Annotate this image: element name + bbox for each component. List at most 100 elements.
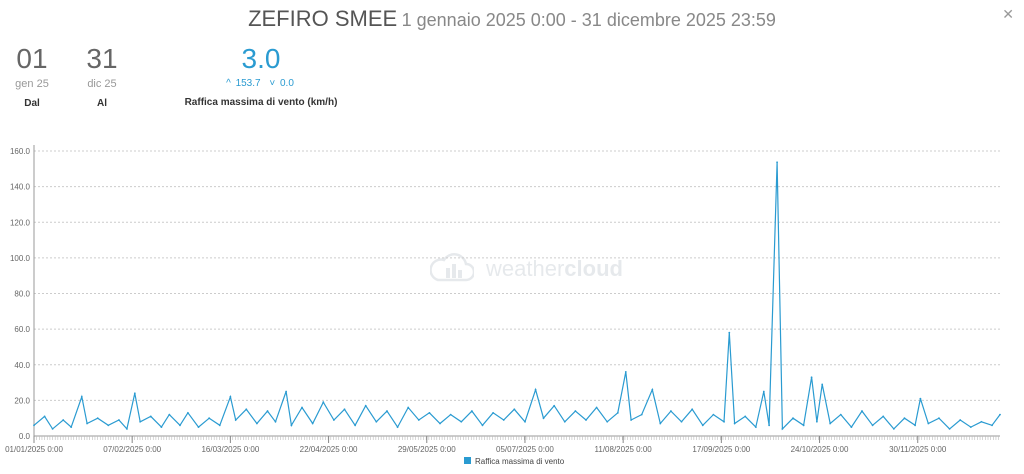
data-point xyxy=(407,406,410,409)
data-point xyxy=(96,417,99,420)
data-point xyxy=(691,408,694,411)
from-label: Dal xyxy=(24,98,40,109)
data-point xyxy=(133,392,136,395)
y-tick-label: 20.0 xyxy=(14,396,30,405)
watermark-logo: weathercloud xyxy=(430,246,623,290)
close-icon[interactable]: ✕ xyxy=(1002,6,1014,22)
data-point xyxy=(585,419,587,421)
data-point xyxy=(470,410,473,412)
data-point xyxy=(861,410,863,412)
data-point xyxy=(460,420,463,423)
y-tick-label: 140.0 xyxy=(10,183,31,192)
x-tick-label: 30/11/2025 0:00 xyxy=(889,445,947,454)
data-point xyxy=(802,424,805,427)
data-point xyxy=(723,420,725,423)
data-point xyxy=(680,420,683,423)
watermark-text: weathercloud xyxy=(486,256,623,281)
data-point xyxy=(62,419,65,421)
data-point xyxy=(574,410,577,412)
main-label: Raffica massima di vento (km/h) xyxy=(184,97,338,108)
data-point xyxy=(311,422,314,425)
data-point xyxy=(125,427,128,430)
y-tick-label: 0.0 xyxy=(19,432,31,441)
station-name: ZEFIRO SMEE xyxy=(248,6,398,31)
data-point xyxy=(871,424,874,427)
series-line xyxy=(33,162,1001,431)
data-point xyxy=(386,410,388,412)
data-point xyxy=(829,422,832,425)
data-point xyxy=(513,408,516,411)
data-point xyxy=(428,411,431,414)
data-point xyxy=(322,401,325,404)
data-point xyxy=(776,161,778,164)
data-point xyxy=(229,395,232,398)
data-point xyxy=(43,415,46,418)
data-point xyxy=(542,417,545,420)
data-point xyxy=(417,419,420,421)
data-point xyxy=(33,424,35,427)
min-value: 0.0 xyxy=(280,78,294,89)
data-point xyxy=(343,408,346,411)
data-point xyxy=(439,422,441,425)
data-point xyxy=(938,417,940,420)
data-point xyxy=(563,420,566,423)
y-tick-label: 80.0 xyxy=(14,290,30,299)
data-point xyxy=(821,383,824,386)
max-indicator: ^ 153.7 xyxy=(226,78,261,89)
data-point xyxy=(914,424,916,427)
data-point xyxy=(86,422,88,425)
data-point xyxy=(712,413,715,416)
data-point xyxy=(768,424,771,427)
data-point xyxy=(208,417,211,420)
data-point xyxy=(481,424,484,427)
data-point xyxy=(149,415,152,418)
data-point xyxy=(266,410,269,412)
data-point xyxy=(107,424,110,427)
x-tick-label: 17/09/2025 0:00 xyxy=(692,445,750,454)
data-point xyxy=(903,417,906,420)
y-tick-label: 100.0 xyxy=(10,254,31,263)
date-range: 1 gennaio 2025 0:00 - 31 dicembre 2025 2… xyxy=(401,10,776,30)
data-point xyxy=(670,410,672,412)
from-month: gen 25 xyxy=(15,78,49,90)
data-point xyxy=(70,426,73,428)
data-point xyxy=(999,413,1001,416)
data-point xyxy=(948,427,951,430)
data-point xyxy=(969,426,972,428)
data-point xyxy=(301,406,303,409)
data-point xyxy=(701,424,704,427)
data-point xyxy=(882,415,885,418)
data-point xyxy=(606,420,609,423)
data-point xyxy=(839,413,842,416)
data-point xyxy=(449,413,452,416)
stat-to: 31 dic 25 Al xyxy=(84,42,120,109)
data-point xyxy=(290,424,293,427)
x-tick-label: 11/08/2025 0:00 xyxy=(595,445,653,454)
data-point xyxy=(616,411,619,414)
data-point xyxy=(396,426,399,428)
data-point xyxy=(118,419,120,421)
stat-from: 01 gen 25 Dal xyxy=(14,42,50,109)
max-value: 153.7 xyxy=(235,78,261,89)
chart-title: ZEFIRO SMEE 1 gennaio 2025 0:00 - 31 dic… xyxy=(0,6,1024,32)
data-point xyxy=(274,420,277,423)
data-point xyxy=(959,419,962,421)
main-value: 3.0 xyxy=(241,43,281,74)
data-point xyxy=(524,420,526,423)
data-point xyxy=(285,390,288,393)
wind-gust-chart: 0.0 20.0 40.0 60.0 80.0 100.0 120.0 140.0 160.0 0… xyxy=(5,145,1001,466)
data-point xyxy=(810,376,813,379)
min-indicator: ˅ 0.0 xyxy=(269,78,294,89)
data-point xyxy=(927,422,930,425)
legend-label: Raffica massima di vento xyxy=(475,457,565,466)
data-point xyxy=(640,413,643,416)
to-label: Al xyxy=(97,98,107,109)
stat-main: 3.0 ^ 153.7 ˅ 0.0 Raffica massima di ven… xyxy=(180,42,342,108)
data-point xyxy=(754,426,757,428)
data-point xyxy=(139,420,142,423)
main-minmax: ^ 153.7 ˅ 0.0 xyxy=(180,78,342,89)
from-day: 01 xyxy=(16,43,48,74)
y-tick-label: 60.0 xyxy=(14,325,30,334)
data-point xyxy=(980,420,983,423)
cloud-icon xyxy=(430,253,474,282)
